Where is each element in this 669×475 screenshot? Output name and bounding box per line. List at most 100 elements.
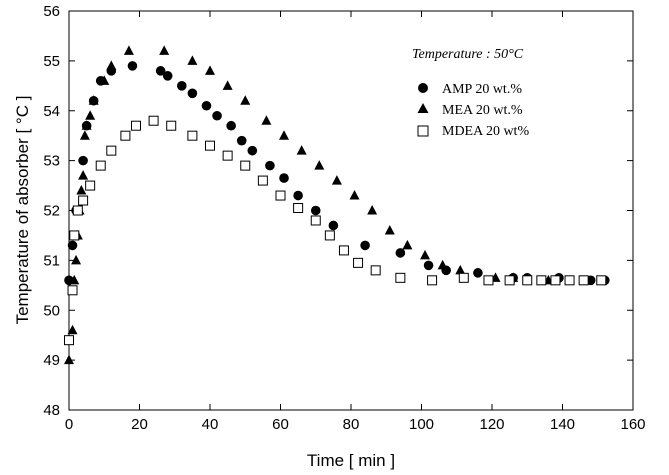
legend-marker-mdea <box>417 125 429 137</box>
data-point-mea <box>384 224 395 235</box>
x-tick-label: 80 <box>343 416 360 433</box>
data-point-mea <box>99 75 110 85</box>
series-mdea <box>64 115 607 346</box>
data-point-mea <box>67 324 78 335</box>
data-point-mdea <box>550 275 561 286</box>
axis-ticks: 0 20 40 60 80 100 120 140 160 48 49 50 51 52 53 54 55 56 <box>43 3 645 433</box>
data-point-mea <box>85 110 96 120</box>
data-point-mea <box>402 239 413 250</box>
data-point-mdea <box>148 115 159 126</box>
data-point-mdea <box>522 275 533 286</box>
data-point-mdea <box>370 265 381 276</box>
x-tick-label: 0 <box>65 416 73 433</box>
data-marks <box>64 45 610 365</box>
annotation-text: Temperature : 50 <box>412 47 508 62</box>
y-tick-label: 50 <box>43 302 60 319</box>
y-axis-title: Temperature of absorber [ °C ] <box>13 96 32 325</box>
data-point-amp <box>187 88 198 99</box>
data-point-mdea <box>578 275 589 286</box>
data-point-amp <box>162 71 173 81</box>
data-point-mdea <box>458 272 469 283</box>
data-point-amp <box>247 145 258 156</box>
data-point-mdea <box>64 335 74 346</box>
data-point-mea <box>205 65 215 75</box>
data-point-mdea <box>95 160 106 171</box>
data-point-mdea <box>222 150 233 161</box>
data-point-mea <box>367 205 378 215</box>
data-point-mea <box>64 354 74 365</box>
data-point-mea <box>420 249 431 260</box>
data-point-mdea <box>130 120 141 131</box>
data-point-mdea <box>106 145 117 156</box>
data-point-mea <box>78 170 89 180</box>
data-point-amp <box>310 205 321 216</box>
data-point-mea <box>349 190 360 200</box>
data-point-mea <box>222 80 233 90</box>
legend-label-mea: MEA 20 wt.% <box>442 103 523 118</box>
data-point-amp <box>473 268 483 278</box>
series-amp <box>64 61 610 286</box>
y-tick-label: 54 <box>43 103 60 120</box>
data-point-amp <box>78 155 88 166</box>
data-point-mea <box>240 95 251 105</box>
x-tick-label: 120 <box>479 416 504 433</box>
y-tick-label: 49 <box>43 352 60 369</box>
data-point-mea <box>69 274 80 285</box>
x-tick-label: 40 <box>202 416 219 433</box>
data-point-mdea <box>275 190 286 201</box>
legend-label-mdea: MDEA 20 wt% <box>442 124 529 139</box>
data-point-mea <box>296 145 307 155</box>
data-point-mdea <box>536 275 547 286</box>
data-point-amp <box>127 61 138 71</box>
data-point-amp <box>236 135 247 146</box>
data-point-mdea <box>85 180 96 191</box>
data-point-amp <box>395 248 406 258</box>
x-tick-label: 60 <box>272 416 289 433</box>
data-point-mdea <box>120 130 131 141</box>
plot-frame <box>68 10 634 411</box>
data-point-mea <box>123 45 134 55</box>
x-tick-label: 20 <box>131 416 148 433</box>
annotation-unit: °C <box>508 47 524 62</box>
data-point-mea <box>455 264 466 275</box>
data-point-mdea <box>72 205 83 216</box>
y-tick-label: 56 <box>43 3 60 20</box>
data-point-mdea <box>257 175 268 186</box>
data-point-mdea <box>293 203 304 214</box>
y-tick-label: 53 <box>43 153 60 170</box>
annotation: Temperature : 50°C <box>412 47 524 62</box>
data-point-mdea <box>78 195 89 206</box>
data-point-mea <box>331 175 342 185</box>
data-point-mea <box>71 254 82 265</box>
data-point-mea <box>159 45 170 55</box>
data-point-mea <box>279 130 290 140</box>
data-point-mdea <box>205 140 215 151</box>
data-point-mea <box>79 130 90 140</box>
data-point-mdea <box>395 272 406 283</box>
data-point-mdea <box>166 120 177 131</box>
x-tick-label: 140 <box>550 416 575 433</box>
data-point-mdea <box>564 275 575 286</box>
data-point-mdea <box>69 230 80 241</box>
data-point-amp <box>201 100 212 111</box>
data-point-mdea <box>596 275 607 286</box>
data-point-mdea <box>67 285 78 296</box>
legend-marker-mea <box>417 103 429 113</box>
data-point-mdea <box>504 275 515 286</box>
data-point-mea <box>314 160 325 170</box>
data-point-mdea <box>240 160 251 171</box>
legend-marker-amp <box>418 83 428 93</box>
x-axis-title: Time [ min ] <box>307 451 395 470</box>
data-point-mea <box>106 60 117 70</box>
y-tick-label: 48 <box>43 402 60 419</box>
data-point-mdea <box>353 257 364 268</box>
data-point-mea <box>81 120 92 130</box>
data-point-mdea <box>483 275 494 286</box>
y-tick-label: 55 <box>43 53 60 70</box>
data-point-amp <box>265 160 275 171</box>
data-point-amp <box>226 120 236 131</box>
data-point-amp <box>293 190 303 201</box>
x-tick-label: 160 <box>620 416 645 433</box>
data-point-amp <box>155 66 166 76</box>
